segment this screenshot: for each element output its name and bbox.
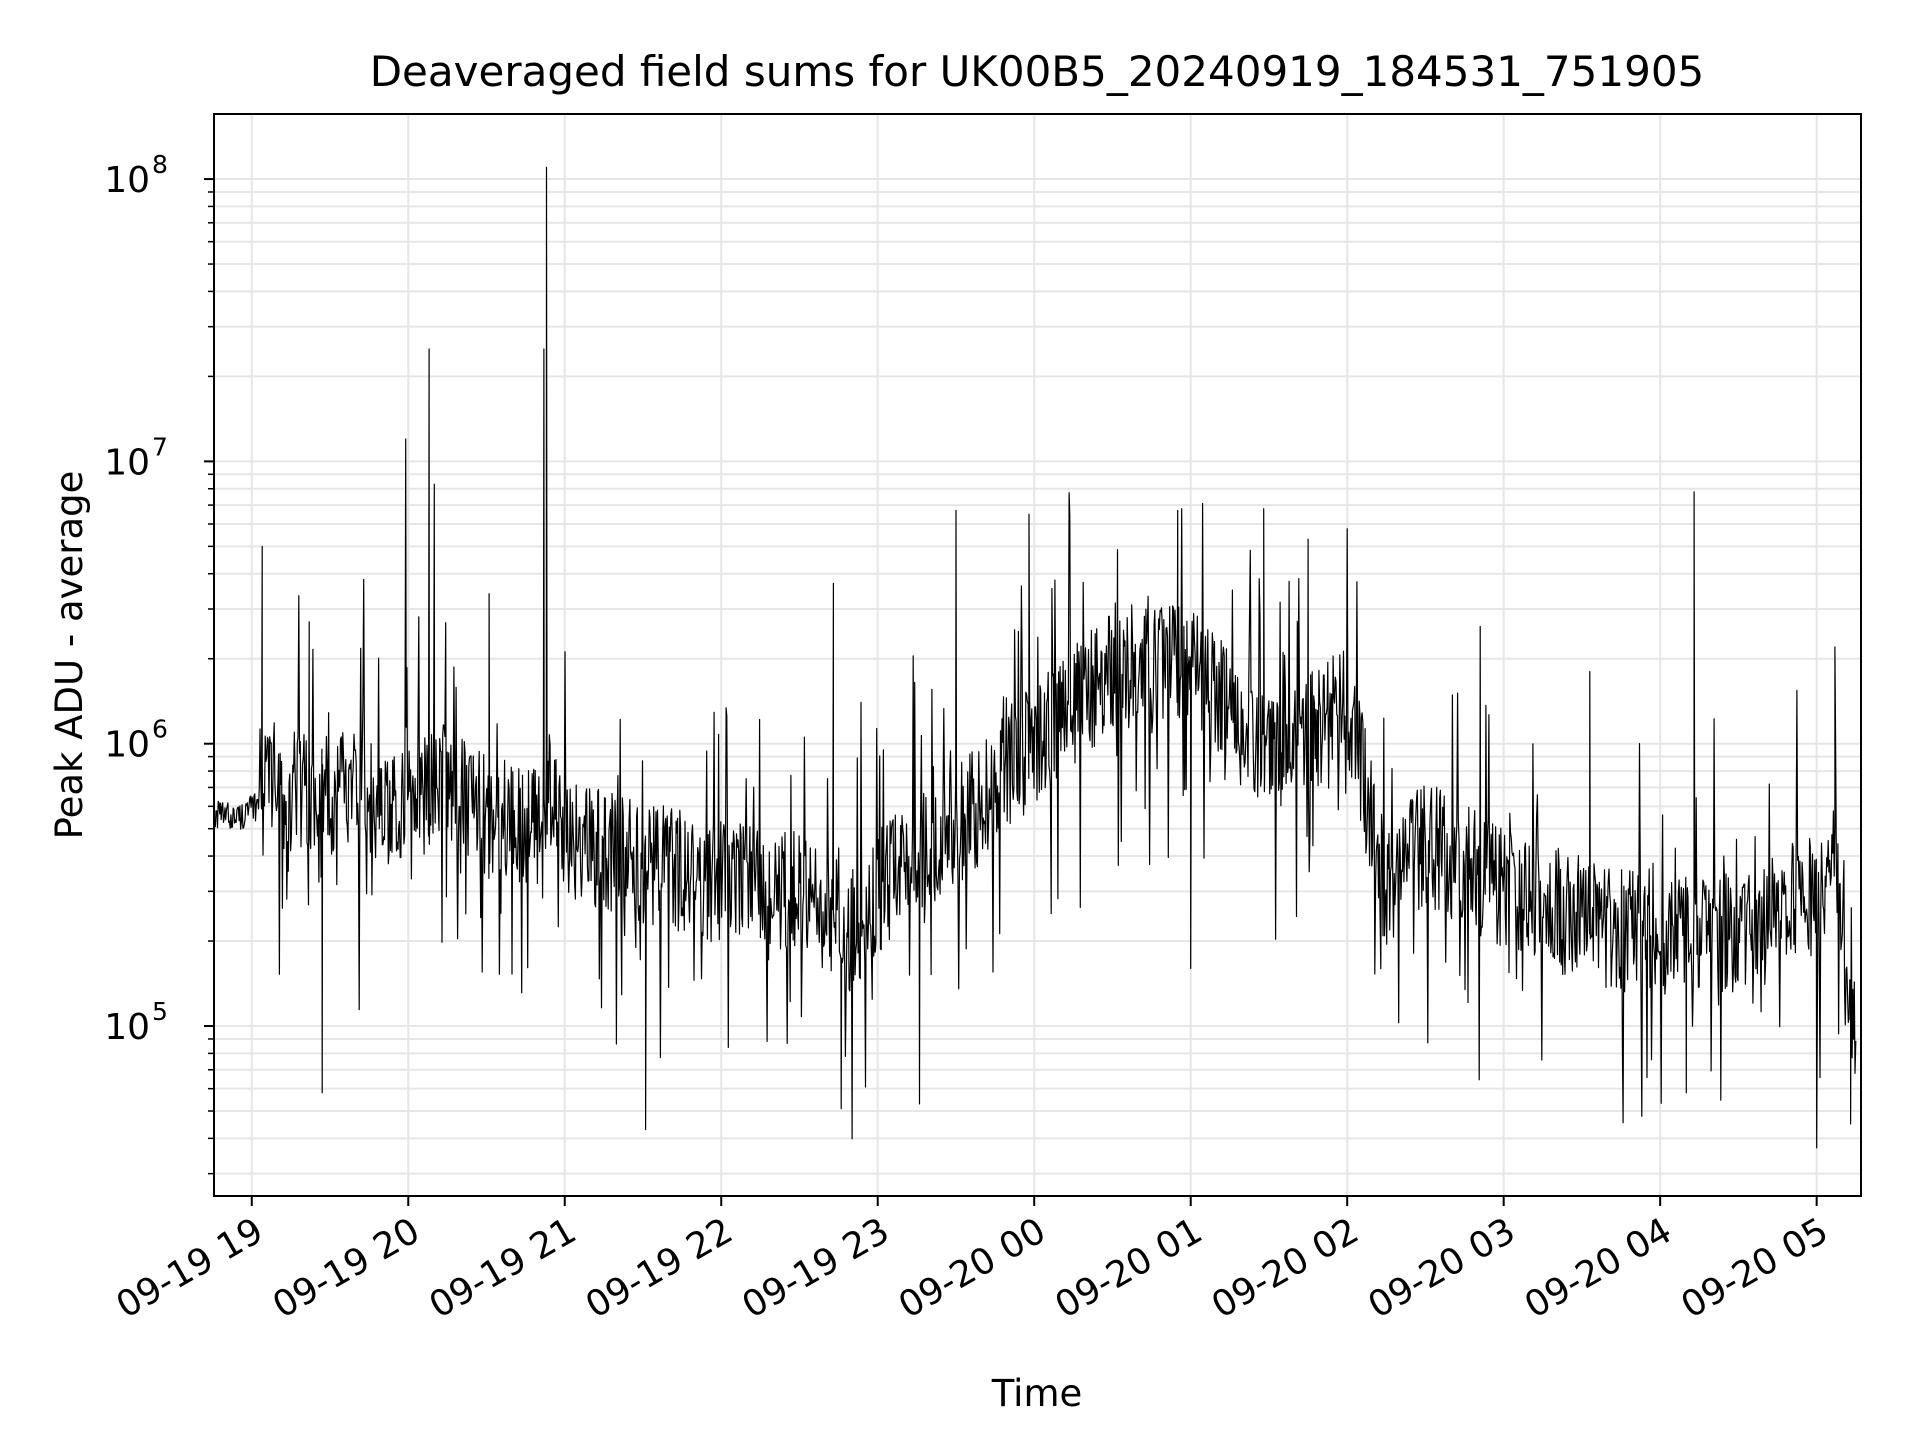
- y-tick-base: 10: [104, 725, 150, 766]
- y-tick-base: 10: [104, 1007, 150, 1048]
- y-tick-exponent: 5: [152, 997, 168, 1026]
- y-tick-label: 10: [104, 725, 150, 766]
- y-tick-base: 10: [104, 160, 150, 201]
- y-tick-exponent: 7: [152, 432, 168, 461]
- series-layer: [214, 166, 1857, 1149]
- series-line: [214, 166, 1857, 1149]
- x-axis-label: Time: [991, 1372, 1083, 1415]
- y-axis-label: Peak ADU - average: [48, 471, 91, 840]
- y-tick-label: 10: [104, 442, 150, 483]
- y-tick-exponent: 8: [152, 150, 168, 179]
- plot-frame: [213, 113, 1862, 1197]
- y-tick-label: 10: [104, 1007, 150, 1048]
- y-tick-exponent: 6: [152, 715, 168, 744]
- y-tick-label: 10: [104, 160, 150, 201]
- chart-title: Deaveraged field sums for UK00B5_2024091…: [370, 47, 1705, 96]
- y-tick-base: 10: [104, 442, 150, 483]
